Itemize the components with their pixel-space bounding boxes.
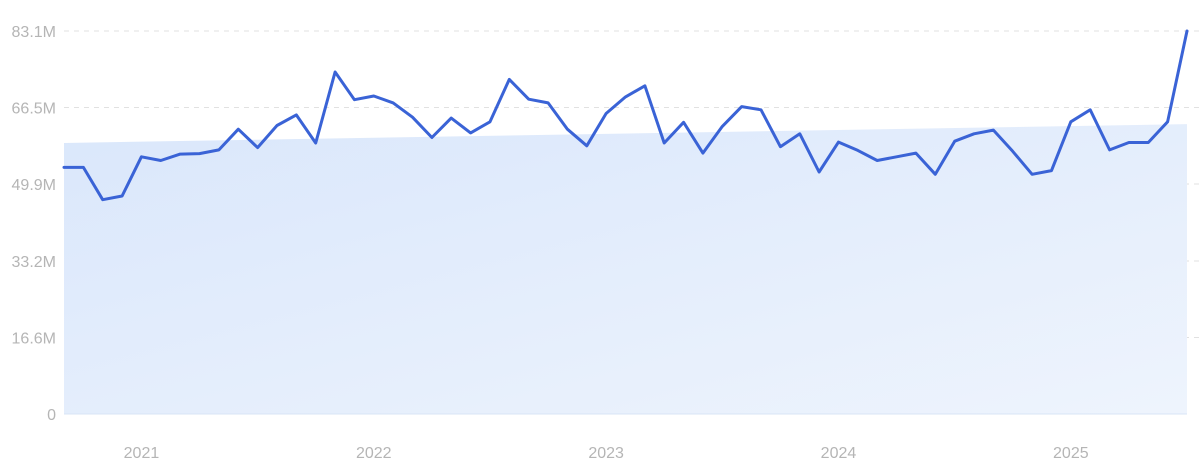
x-tick-label: 2022 <box>356 445 392 462</box>
x-tick-label: 2021 <box>124 445 160 462</box>
y-tick-label: 49.9M <box>12 177 56 194</box>
series-line <box>62 29 1189 202</box>
y-tick-label: 16.6M <box>12 330 56 347</box>
y-tick-label: 33.2M <box>12 254 56 271</box>
y-tick-label: 66.5M <box>12 101 56 118</box>
x-tick-label: 2024 <box>821 445 857 462</box>
trend-band <box>64 124 1187 414</box>
x-tick-label: 2023 <box>588 445 624 462</box>
y-tick-label: 0 <box>47 407 56 424</box>
y-tick-label: 83.1M <box>12 24 56 41</box>
x-tick-label: 2025 <box>1053 445 1089 462</box>
